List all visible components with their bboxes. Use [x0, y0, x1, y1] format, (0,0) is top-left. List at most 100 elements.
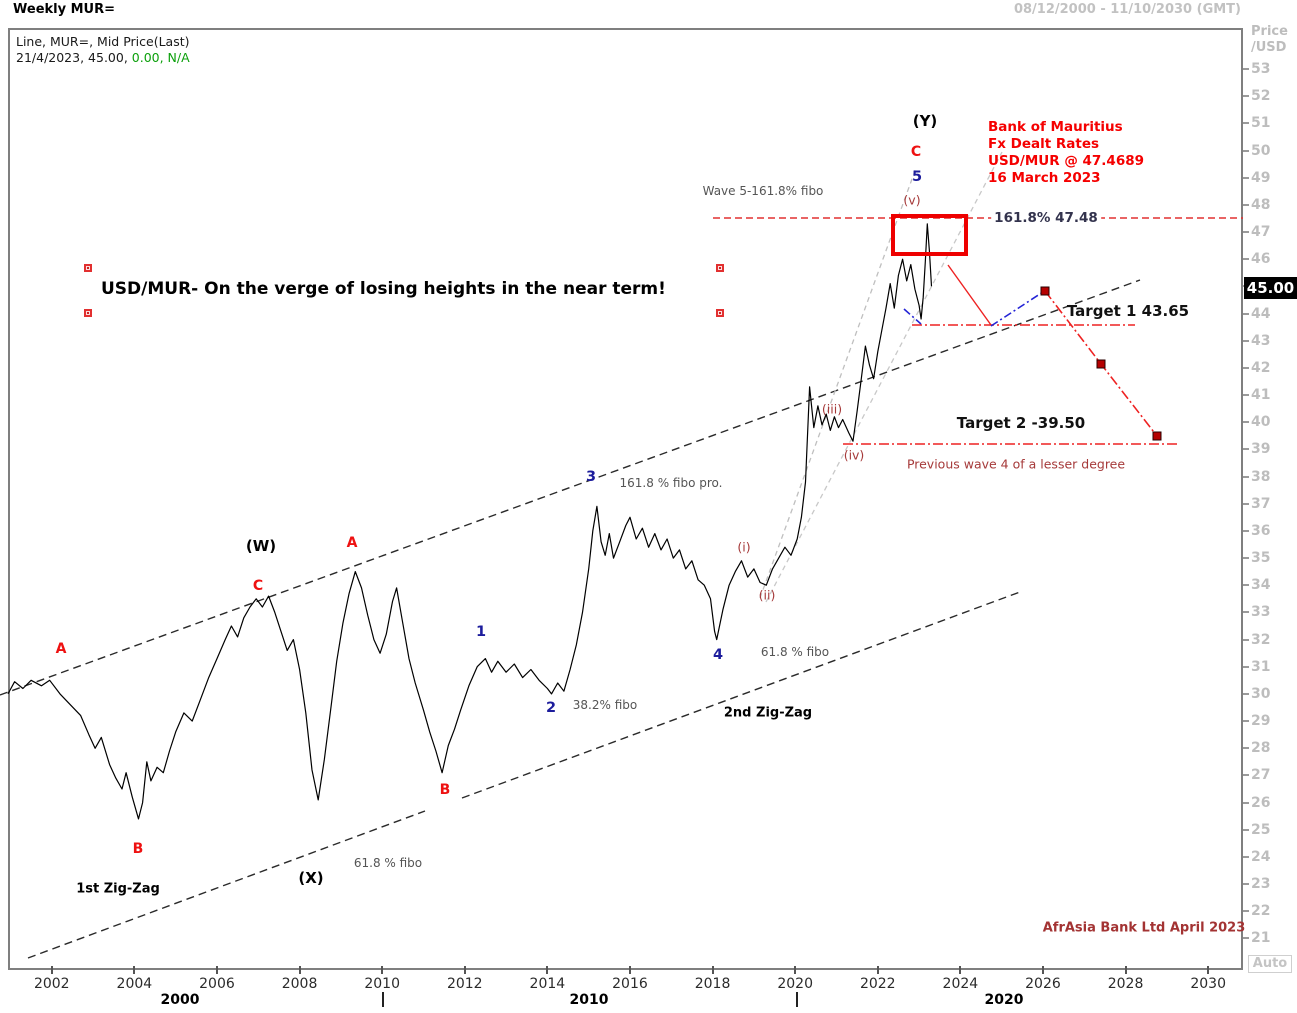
- price-tick-mark: [1243, 665, 1249, 668]
- decade-label: 2020: [984, 992, 1024, 1008]
- annotation-label: C: [910, 144, 922, 160]
- year-tick-mark: [959, 966, 962, 974]
- price-tick-mark: [1243, 421, 1249, 424]
- year-tick-mark: [463, 966, 466, 974]
- price-tick-mark: [1243, 883, 1249, 886]
- annotation-label: AfrAsia Bank Ltd April 2023: [1042, 920, 1246, 936]
- year-tick-mark: [628, 966, 631, 974]
- year-tick-mark: [298, 966, 301, 974]
- price-tick-label: 46: [1251, 251, 1271, 268]
- year-tick-mark: [1124, 966, 1127, 974]
- year-tick-label: 2004: [116, 976, 153, 992]
- price-tick-mark: [1243, 149, 1249, 152]
- annotation-label: (X): [298, 869, 324, 887]
- decade-label: 2010: [569, 992, 609, 1008]
- price-tick-label: 28: [1251, 740, 1271, 757]
- price-tick-label: 38: [1251, 468, 1271, 485]
- price-tick-mark: [1243, 910, 1249, 913]
- headline-annotation: USD/MUR- On the verge of losing heights …: [101, 279, 666, 299]
- annotation-label: 1: [475, 624, 487, 640]
- price-tick-mark: [1243, 176, 1249, 179]
- annotation-label: 161.8% 47.48: [991, 210, 1101, 226]
- price-tick-mark: [1243, 638, 1249, 641]
- price-tick-mark: [1243, 231, 1249, 234]
- price-tick-mark: [1243, 312, 1249, 315]
- year-tick-label: 2006: [199, 976, 235, 992]
- price-tick-label: 21: [1251, 930, 1271, 947]
- price-tick-label: 29: [1251, 713, 1271, 730]
- selection-handle[interactable]: [84, 309, 92, 317]
- annotation-label: 2: [545, 700, 557, 716]
- annotation-label: 161.8 % fibo pro.: [619, 476, 723, 490]
- bank-note-annotation: Bank of Mauritius Fx Dealt Rates USD/MUR…: [988, 119, 1145, 186]
- legend-values: 21/4/2023, 45.00, 0.00, N/A: [16, 50, 190, 65]
- price-tick-label: 40: [1251, 414, 1271, 431]
- price-tick-mark: [1243, 937, 1249, 940]
- year-tick-mark: [546, 966, 549, 974]
- price-tick-label: 22: [1251, 903, 1271, 920]
- year-tick-mark: [381, 966, 384, 974]
- selection-handle[interactable]: [84, 264, 92, 272]
- annotation-label: (ii): [758, 587, 776, 603]
- price-tick-mark: [1243, 584, 1249, 587]
- price-tick-mark: [1243, 801, 1249, 804]
- annotation-label: 38.2% fibo: [572, 698, 638, 712]
- price-tick-label: 47: [1251, 224, 1271, 241]
- price-tick-mark: [1243, 258, 1249, 261]
- price-tick-mark: [1243, 122, 1249, 125]
- year-tick-label: 2008: [281, 976, 318, 992]
- price-tick-label: 23: [1251, 876, 1271, 893]
- price-tick-label: 30: [1251, 685, 1271, 702]
- price-tick-label: 41: [1251, 387, 1271, 404]
- auto-scale-button[interactable]: Auto: [1248, 955, 1292, 973]
- window-title: Weekly MUR=: [13, 2, 116, 17]
- price-tick-mark: [1243, 611, 1249, 614]
- year-tick-mark: [50, 966, 53, 974]
- price-tick-label: 33: [1251, 604, 1271, 621]
- price-tick-label: 43: [1251, 332, 1271, 349]
- annotation-label: B: [439, 782, 451, 798]
- price-tick-label: 27: [1251, 767, 1271, 784]
- year-tick-mark: [1207, 966, 1210, 974]
- annotation-label: 61.8 % fibo: [353, 856, 423, 870]
- price-tick-label: 44: [1251, 305, 1271, 322]
- annotation-label: B: [132, 841, 144, 857]
- annotation-label: (i): [737, 539, 751, 555]
- year-tick-mark: [876, 966, 879, 974]
- price-tick-label: 37: [1251, 495, 1271, 512]
- price-tick-mark: [1243, 203, 1249, 206]
- decade-separator: [382, 992, 384, 1007]
- year-tick-label: 2014: [529, 976, 566, 992]
- selection-handle[interactable]: [716, 309, 724, 317]
- price-tick-label: 39: [1251, 441, 1271, 458]
- year-tick-label: 2026: [1025, 976, 1061, 992]
- price-tick-label: 50: [1251, 142, 1271, 159]
- annotation-label: A: [55, 641, 67, 657]
- price-tick-mark: [1243, 557, 1249, 560]
- date-range: 08/12/2000 - 11/10/2030 (GMT): [1013, 2, 1241, 17]
- price-tick-label: 26: [1251, 794, 1271, 811]
- annotation-label: A: [346, 535, 358, 551]
- annotation-label: 61.8 % fibo: [760, 645, 830, 659]
- price-tick-label: 36: [1251, 522, 1271, 539]
- price-tick-label: 25: [1251, 821, 1271, 838]
- price-tick-mark: [1243, 828, 1249, 831]
- year-tick-label: 2018: [694, 976, 731, 992]
- price-tick-label: 49: [1251, 169, 1271, 186]
- decade-separator: [796, 992, 798, 1007]
- selection-handle[interactable]: [716, 264, 724, 272]
- price-tick-mark: [1243, 448, 1249, 451]
- projection-marker: [1096, 359, 1106, 369]
- price-tick-label: 34: [1251, 577, 1271, 594]
- annotation-label: 1st Zig-Zag: [76, 881, 160, 897]
- price-tick-mark: [1243, 475, 1249, 478]
- price-tick-label: 35: [1251, 550, 1271, 567]
- year-tick-label: 2024: [942, 976, 979, 992]
- price-tick-label: 24: [1251, 848, 1271, 865]
- projection-marker: [1040, 286, 1050, 296]
- price-tick-label: 32: [1251, 631, 1271, 648]
- year-tick-mark: [711, 966, 714, 974]
- decade-label: 2000: [160, 992, 200, 1008]
- annotation-label: 2nd Zig-Zag: [723, 705, 813, 721]
